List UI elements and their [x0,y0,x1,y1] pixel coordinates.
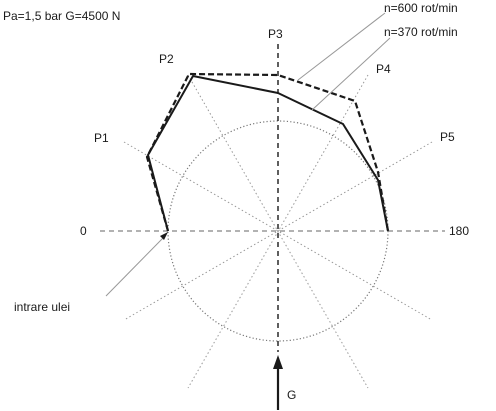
conditions-label: Pa=1,5 bar G=4500 N [3,9,120,23]
curve-n370 [147,75,389,232]
angle-label-p4: P4 [376,62,391,76]
curve-n600 [145,72,390,232]
legend-n370: n=370 rot/min [384,25,458,39]
radial-guides [123,74,433,389]
legend-n600: n=600 rot/min [384,1,458,15]
radial-guide [123,141,433,321]
leader-n370 [311,37,391,111]
oil-inlet-arrowhead [160,232,168,240]
load-arrow-head [273,355,283,369]
radial-guide [187,74,369,389]
angle-label-p3: P3 [268,27,283,41]
angle-label-p1: P1 [94,131,109,145]
angle-label-0: 0 [80,224,87,238]
radial-guide [123,141,433,321]
leader-oil-inlet [105,237,164,297]
angle-label-180: 180 [449,224,469,238]
oil-inlet-label: intrare ulei [14,300,70,314]
angle-label-p2: P2 [159,52,174,66]
leader-n600 [297,12,386,81]
load-label: G [287,388,296,402]
angle-label-p5: P5 [440,130,455,144]
